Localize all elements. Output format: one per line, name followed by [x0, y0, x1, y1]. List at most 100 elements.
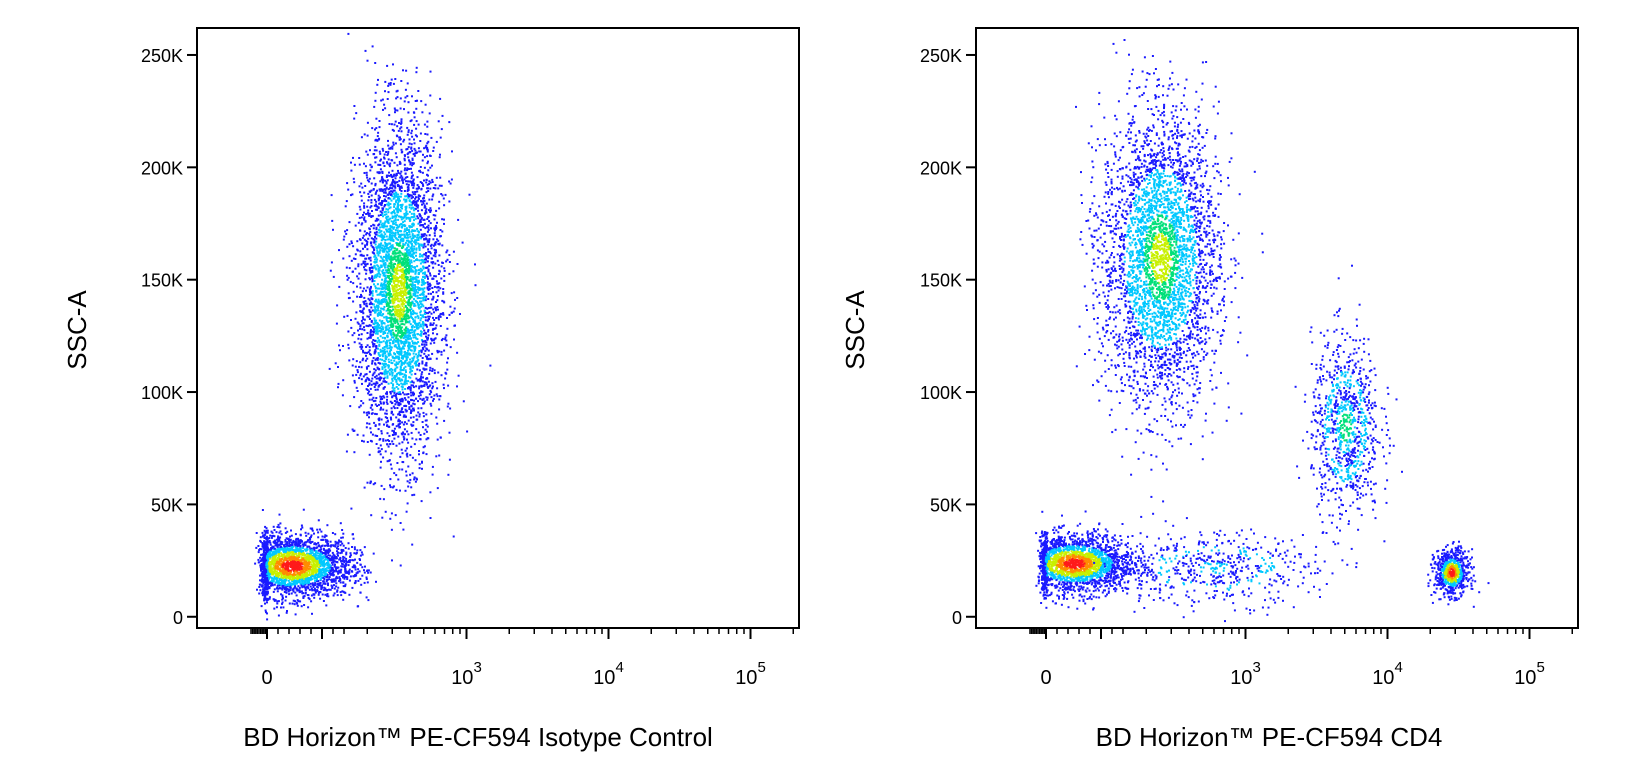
event-dot: [293, 603, 296, 606]
event-dot: [382, 350, 385, 353]
event-dot: [401, 372, 404, 375]
event-dot: [410, 411, 413, 414]
event-dot: [397, 169, 399, 172]
event-dot: [300, 562, 303, 565]
event-dot: [400, 280, 403, 283]
event-dot: [275, 575, 278, 577]
event-dot: [304, 566, 307, 569]
event-dot: [359, 563, 362, 566]
event-dot: [422, 299, 425, 302]
event-dot: [400, 382, 403, 385]
event-dot: [420, 188, 423, 191]
event-dot: [432, 332, 434, 335]
event-dot: [343, 577, 346, 580]
event-dot: [269, 575, 272, 578]
event-dot: [398, 223, 401, 226]
event-dot: [385, 316, 388, 319]
event-dot: [347, 570, 350, 573]
event-dot: [267, 598, 270, 601]
event-dot: [423, 222, 426, 225]
event-dot: [299, 533, 302, 536]
event-dot: [347, 561, 350, 564]
event-dot: [400, 192, 403, 195]
event-dot: [421, 360, 424, 363]
event-dot: [397, 244, 400, 247]
event-dot: [368, 416, 370, 419]
event-dot: [271, 535, 274, 537]
event-dot: [411, 202, 414, 205]
event-dot: [406, 452, 409, 455]
event-dot: [362, 434, 365, 437]
event-dot: [370, 194, 373, 197]
event-dot: [299, 544, 302, 547]
event-dot: [277, 580, 280, 583]
event-dot: [364, 245, 367, 248]
event-dot: [266, 579, 269, 582]
event-dot: [372, 223, 375, 226]
event-dot: [342, 598, 345, 601]
event-dot: [426, 338, 429, 341]
event-dot: [373, 177, 376, 180]
event-dot: [311, 572, 313, 575]
event-dot: [422, 279, 425, 281]
event-dot: [384, 284, 387, 287]
event-dot: [299, 590, 301, 593]
event-dot: [397, 291, 400, 294]
event-dot: [295, 557, 298, 560]
event-dot: [379, 408, 382, 411]
event-dot: [308, 588, 311, 591]
event-dot: [285, 576, 288, 579]
event-dot: [411, 164, 414, 167]
event-dot: [395, 361, 398, 364]
event-dot: [334, 543, 337, 546]
event-dot: [423, 345, 426, 348]
event-dot: [281, 553, 283, 556]
event-dot: [428, 315, 431, 318]
event-dot: [259, 536, 262, 539]
event-dot: [366, 262, 369, 265]
event-dot: [442, 292, 445, 295]
event-dot: [299, 559, 302, 562]
event-dot: [413, 493, 416, 496]
event-dot: [415, 290, 418, 292]
event-dot: [298, 571, 301, 574]
event-dot: [374, 382, 377, 385]
event-dot: [371, 278, 374, 281]
event-dot: [374, 208, 377, 211]
event-dot: [418, 450, 420, 452]
event-dot: [263, 540, 266, 543]
event-dot: [300, 556, 303, 559]
event-dot: [397, 435, 400, 438]
event-dot: [401, 355, 404, 358]
event-dot: [370, 205, 373, 208]
event-dot: [418, 467, 421, 470]
event-dot: [424, 227, 427, 230]
event-dot: [353, 379, 356, 382]
event-dot: [368, 299, 371, 302]
event-dot: [383, 290, 386, 293]
event-dot: [431, 178, 434, 181]
event-dot: [374, 362, 376, 365]
event-dot: [365, 596, 368, 599]
event-dot: [346, 245, 349, 248]
event-dot: [395, 271, 398, 274]
event-dot: [272, 572, 275, 575]
event-dot: [374, 311, 377, 314]
event-dot: [303, 543, 306, 546]
event-dot: [393, 287, 396, 290]
event-dot: [273, 576, 276, 579]
event-dot: [418, 231, 421, 234]
event-dot: [311, 527, 314, 530]
event-dot: [275, 579, 278, 582]
event-dot: [270, 530, 273, 533]
event-dot: [389, 293, 392, 295]
event-dot: [401, 441, 404, 444]
event-dot: [317, 580, 320, 582]
event-dot: [328, 557, 331, 560]
event-dot: [385, 309, 388, 312]
event-dot: [380, 406, 382, 409]
event-dot: [269, 543, 272, 546]
event-dot: [266, 588, 269, 591]
event-dot: [374, 424, 377, 427]
event-dot: [434, 306, 437, 309]
